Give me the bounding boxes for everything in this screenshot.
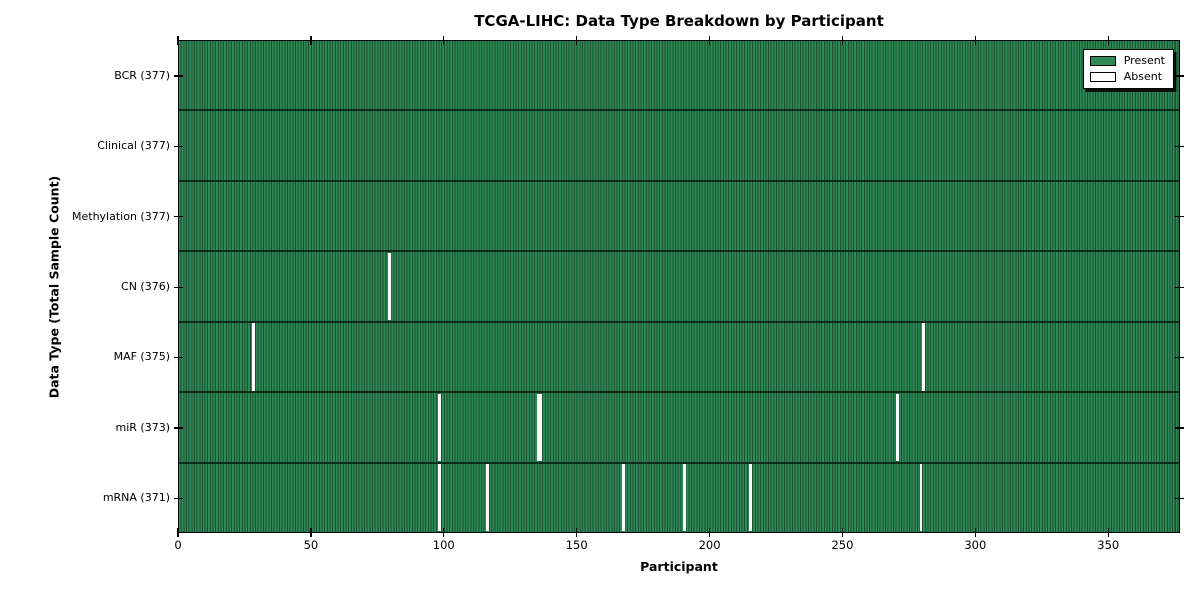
chart-title: TCGA-LIHC: Data Type Breakdown by Partic… <box>474 12 884 30</box>
x-tick-label: 50 <box>303 538 319 552</box>
y-tick-left <box>174 75 183 77</box>
x-tick-label: 150 <box>565 538 588 552</box>
absent-gap-mRNA-116 <box>486 464 490 532</box>
y-tick-left <box>174 216 183 218</box>
row-separator <box>178 461 1180 464</box>
legend-label: Present <box>1123 54 1165 67</box>
y-tick-left <box>174 145 183 148</box>
absent-gap-mRNA-190 <box>682 464 686 532</box>
y-tick-label: CN (376) <box>121 280 170 293</box>
axes-border <box>178 40 1180 533</box>
legend-label: Absent <box>1123 70 1163 83</box>
y-tick-right <box>1175 356 1184 359</box>
row-separator <box>178 250 1180 253</box>
y-tick-left <box>174 427 183 429</box>
row-separator <box>178 320 1180 323</box>
x-tick-top <box>443 36 445 45</box>
y-tick-label: Methylation (377) <box>72 209 170 223</box>
x-tick-top <box>708 36 711 45</box>
x-tick-bottom <box>310 528 312 537</box>
x-tick-top <box>575 36 578 45</box>
y-tick-right <box>1175 286 1184 288</box>
row-separator <box>178 391 1180 394</box>
x-tick-bottom <box>177 528 179 537</box>
y-tick-label: Clinical (377) <box>97 139 170 153</box>
y-tick-left <box>174 356 183 359</box>
x-tick-label: 100 <box>432 538 455 552</box>
x-tick-bottom <box>1107 528 1109 537</box>
y-tick-right <box>1175 216 1184 218</box>
x-tick-label: 350 <box>1097 538 1120 552</box>
x-axis-title: Participant <box>640 559 718 574</box>
x-tick-top <box>974 36 977 45</box>
x-tick-bottom <box>974 528 977 537</box>
y-tick-label: miR (373) <box>115 420 171 434</box>
y-tick-right <box>1175 75 1184 77</box>
absent-gap-miR-135 <box>536 393 540 461</box>
absent-swatch <box>1089 72 1116 82</box>
absent-gap-miR-98 <box>438 393 442 461</box>
x-tick-bottom <box>841 528 844 537</box>
x-tick-bottom <box>443 528 445 537</box>
absent-gap-miR-136 <box>539 393 543 461</box>
row-separator <box>178 179 1180 182</box>
absent-gap-CN-79 <box>387 252 391 321</box>
y-tick-right <box>1175 497 1184 500</box>
x-tick-top <box>177 36 179 45</box>
x-tick-top <box>841 36 844 45</box>
legend: Present Absent <box>1082 49 1174 89</box>
absent-gap-mRNA-215 <box>749 464 753 532</box>
y-tick-label: mRNA (371) <box>102 491 170 505</box>
y-tick-left <box>174 286 183 288</box>
x-tick-label: 0 <box>174 538 182 552</box>
x-tick-label: 300 <box>964 538 987 552</box>
absent-gap-MAF-28 <box>252 323 256 391</box>
x-tick-bottom <box>575 528 578 537</box>
y-tick-right <box>1175 145 1184 148</box>
legend-item-present: Present <box>1089 54 1165 67</box>
legend-item-absent: Absent <box>1089 70 1165 83</box>
absent-gap-MAF-280 <box>922 323 926 391</box>
y-tick-label: BCR (377) <box>114 68 170 82</box>
x-tick-label: 200 <box>698 538 721 552</box>
y-tick-label: MAF (375) <box>113 350 170 364</box>
absent-gap-mRNA-167 <box>621 464 625 532</box>
absent-gap-mRNA-279 <box>919 464 923 532</box>
x-tick-top <box>310 36 312 45</box>
absent-gap-miR-270 <box>895 393 899 461</box>
x-tick-top <box>1107 36 1109 45</box>
y-tick-right <box>1175 427 1184 429</box>
absent-gap-mRNA-98 <box>438 464 442 532</box>
x-tick-label: 250 <box>831 538 854 552</box>
plot-area: Present Absent <box>174 36 1184 537</box>
y-tick-left <box>174 497 183 500</box>
present-swatch <box>1089 56 1116 66</box>
x-tick-bottom <box>708 528 711 537</box>
row-separator <box>178 109 1180 112</box>
